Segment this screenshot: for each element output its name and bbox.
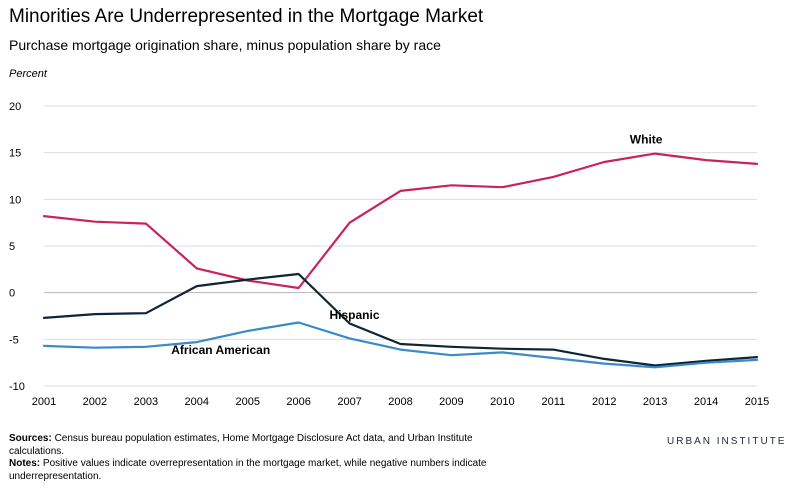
sources-note: Sources: Census bureau population estima… — [9, 433, 529, 458]
sources-label: Sources: — [9, 433, 52, 444]
series-label: African American — [171, 343, 270, 357]
x-tick-label: 2015 — [745, 396, 769, 408]
x-tick-label: 2011 — [541, 396, 565, 408]
x-tick-label: 2007 — [337, 396, 361, 408]
notes-label: Notes: — [9, 458, 41, 469]
series-annotations: White Hispanic African American — [171, 133, 663, 357]
series-label: White — [630, 133, 663, 147]
x-tick-label: 2006 — [286, 396, 310, 408]
sources-text: Census bureau population estimates, Home… — [9, 433, 473, 457]
gridlines — [44, 105, 757, 387]
series-line-white — [42, 152, 759, 290]
x-tick-label: 2013 — [643, 396, 667, 408]
y-tick-label: -10 — [9, 381, 25, 393]
x-tick-label: 2009 — [439, 396, 463, 408]
series-line-african-american — [42, 321, 759, 369]
y-axis-label: Percent — [9, 68, 47, 80]
x-tick-label: 2001 — [32, 396, 56, 408]
series-lines — [42, 152, 759, 369]
y-tick-label: 5 — [9, 241, 15, 253]
x-tick-label: 2005 — [235, 396, 259, 408]
x-tick-label: 2010 — [490, 396, 514, 408]
x-tick-label: 2008 — [388, 396, 412, 408]
x-tick-label: 2014 — [694, 396, 718, 408]
y-tick-label: 0 — [9, 288, 15, 300]
series-label: Hispanic — [329, 308, 379, 322]
x-tick-label: 2003 — [134, 396, 158, 408]
series-line-hispanic — [42, 272, 759, 367]
notes-text: Positive values indicate overrepresentat… — [9, 458, 487, 482]
y-tick-label: -5 — [9, 334, 19, 346]
notes-note: Notes: Positive values indicate overrepr… — [9, 458, 529, 483]
x-tick-labels: 2001 2002 2003 2004 2005 2006 2007 2008 2009 2010… — [32, 396, 769, 408]
y-tick-label: 10 — [9, 194, 21, 206]
chart-footer: Sources: Census bureau population estima… — [9, 433, 529, 483]
chart-subtitle: Purchase mortgage origination share, min… — [9, 37, 441, 53]
x-tick-label: 2002 — [83, 396, 107, 408]
brand-logo-text: URBAN INSTITUTE — [667, 436, 787, 447]
chart-title: Minorities Are Underrepresented in the M… — [9, 6, 484, 27]
x-tick-label: 2004 — [185, 396, 209, 408]
y-tick-label: 20 — [9, 101, 21, 113]
y-tick-labels: 20 15 10 5 0 -5 -10 — [9, 101, 25, 393]
x-tick-label: 2012 — [592, 396, 616, 408]
y-tick-label: 15 — [9, 148, 21, 160]
